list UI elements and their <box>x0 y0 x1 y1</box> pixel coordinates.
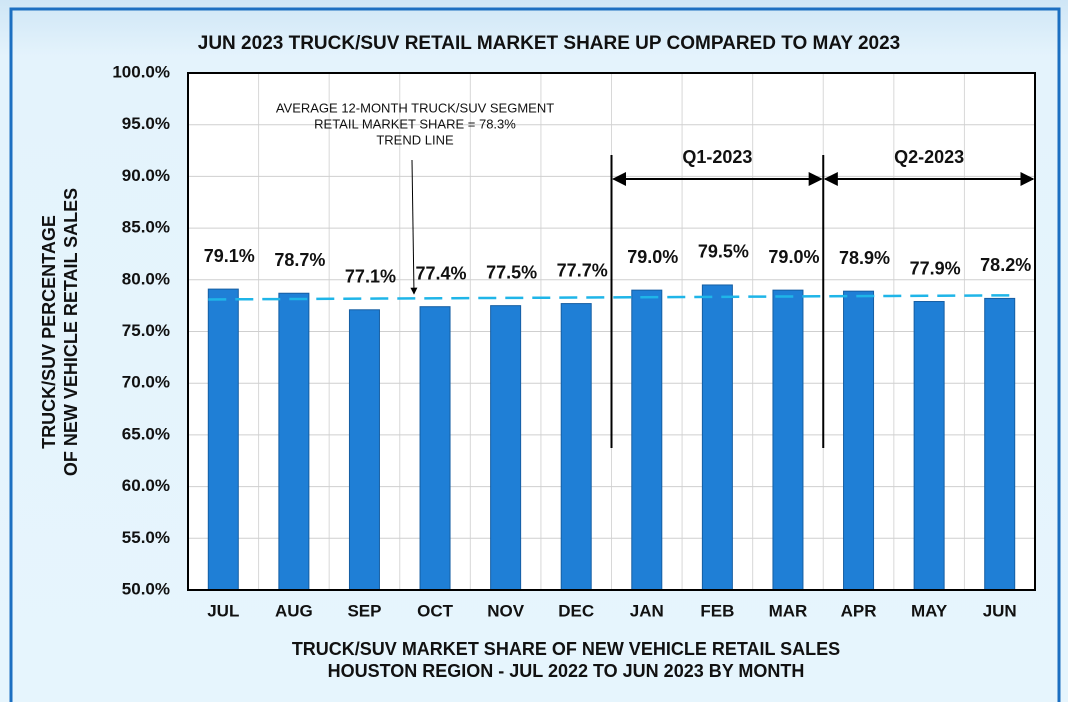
y-tick-label: 60.0% <box>122 476 170 495</box>
x-tick-label: JUN <box>983 601 1017 620</box>
y-tick-label: 100.0% <box>112 62 170 81</box>
x-tick-label: JUL <box>207 601 239 620</box>
y-axis-label: TRUCK/SUV PERCENTAGE <box>39 215 59 449</box>
data-label: 77.7% <box>557 260 608 280</box>
data-label: 79.0% <box>627 247 678 267</box>
bar <box>560 303 592 591</box>
bar <box>843 290 875 591</box>
bar <box>701 284 733 591</box>
bar <box>419 306 451 591</box>
quarter-label: Q2-2023 <box>894 147 964 167</box>
data-label: 79.5% <box>698 242 749 262</box>
data-label: 77.1% <box>345 267 396 287</box>
annotation: AVERAGE 12-MONTH TRUCK/SUV SEGMENT <box>276 100 554 115</box>
data-label: 78.9% <box>839 248 890 268</box>
x-axis-label: TRUCK/SUV MARKET SHARE OF NEW VEHICLE RE… <box>292 639 840 659</box>
x-tick-label: FEB <box>700 601 734 620</box>
data-label: 79.1% <box>204 246 255 266</box>
y-tick-label: 65.0% <box>122 424 170 443</box>
data-label: 77.9% <box>910 258 961 278</box>
data-label: 79.0% <box>768 247 819 267</box>
annotation: RETAIL MARKET SHARE = 78.3% <box>314 116 516 131</box>
bar <box>490 305 522 591</box>
data-label: 77.5% <box>486 262 537 282</box>
bar <box>631 289 663 591</box>
y-tick-label: 80.0% <box>122 269 170 288</box>
x-tick-label: JAN <box>630 601 664 620</box>
x-tick-label: MAY <box>911 601 948 620</box>
data-label: 78.2% <box>980 255 1031 275</box>
y-tick-label: 75.0% <box>122 321 170 340</box>
y-tick-label: 70.0% <box>122 373 170 392</box>
x-tick-label: DEC <box>558 601 594 620</box>
y-axis-label: OF NEW VEHICLE RETAIL SALES <box>61 188 81 476</box>
y-tick-label: 90.0% <box>122 166 170 185</box>
chart-title: JUN 2023 TRUCK/SUV RETAIL MARKET SHARE U… <box>198 33 900 54</box>
data-label: 78.7% <box>274 250 325 270</box>
x-tick-label: AUG <box>275 601 313 620</box>
x-tick-label: NOV <box>487 601 525 620</box>
y-tick-label: 55.0% <box>122 528 170 547</box>
quarter-label: Q1-2023 <box>682 147 752 167</box>
y-tick-label: 95.0% <box>122 114 170 133</box>
annotation-arrow <box>410 159 418 295</box>
bar <box>278 292 310 591</box>
x-tick-label: MAR <box>769 601 808 620</box>
y-tick-label: 85.0% <box>122 218 170 237</box>
bar <box>772 289 804 591</box>
bar <box>348 309 380 591</box>
frame <box>9 7 1061 702</box>
annotation: TREND LINE <box>376 132 454 147</box>
bar <box>913 301 945 591</box>
data-label: 77.4% <box>416 263 467 283</box>
y-tick-label: 50.0% <box>122 579 170 598</box>
x-tick-label: APR <box>841 601 877 620</box>
bar <box>207 288 239 591</box>
x-tick-label: SEP <box>347 601 381 620</box>
x-tick-label: OCT <box>417 601 454 620</box>
x-axis-label: HOUSTON REGION - JUL 2022 TO JUN 2023 BY… <box>328 661 805 681</box>
plot-border <box>187 72 1036 591</box>
bar <box>984 297 1016 591</box>
